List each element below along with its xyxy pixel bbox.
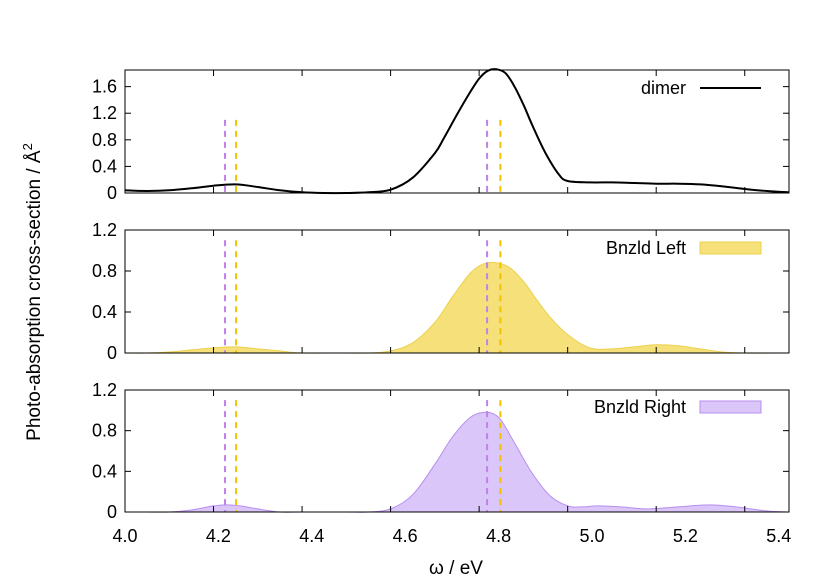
y-tick-label: 1.2: [92, 380, 117, 400]
y-tick-label: 0.8: [92, 261, 117, 281]
y-tick-label: 0: [107, 343, 117, 363]
y-tick-label: 0.4: [92, 302, 117, 322]
plot-frame: [124, 389, 790, 513]
series-area: [125, 262, 789, 354]
y-tick-label: 1.2: [92, 103, 117, 123]
x-tick-label: 4.0: [112, 526, 137, 546]
x-tick-label: 4.8: [486, 526, 511, 546]
legend-swatch: [699, 241, 762, 255]
x-tick-label: 4.2: [206, 526, 231, 546]
y-tick-label: 0: [107, 183, 117, 203]
panel-2: 0 0.4 0.8 1.2 Bnzld Left: [92, 220, 790, 363]
y-tick-label: 1.6: [92, 77, 117, 97]
y-tick-label: 1.2: [92, 220, 117, 240]
x-tick-labels: 4.0 4.2 4.4 4.6 4.8 5.0 5.2 5.4: [112, 526, 791, 546]
y-tick-label: 0: [107, 502, 117, 522]
plot-frame: [124, 229, 790, 354]
x-tick-label: 5.4: [766, 526, 791, 546]
series-line: [124, 68, 790, 195]
x-tick-label: 5.0: [579, 526, 604, 546]
y-tick-label: 0.4: [92, 156, 117, 176]
y-axis-label: Photo-absorption cross-section / Å2: [20, 143, 45, 441]
legend-label: Bnzld Left: [606, 238, 686, 258]
series-outline: [124, 261, 790, 354]
x-tick-label: 5.2: [673, 526, 698, 546]
y-tick-label: 0.8: [92, 421, 117, 441]
legend-label: Bnzld Right: [594, 397, 686, 417]
plot-frame: [124, 69, 790, 194]
x-tick-label: 4.4: [299, 526, 324, 546]
y-tick-label: 0.8: [92, 130, 117, 150]
y-axis-label-superscript: 2: [20, 143, 35, 150]
legend-swatch: [699, 400, 762, 414]
y-tick-label: 0.4: [92, 461, 117, 481]
panel-1: 0 0.4 0.8 1.2 1.6 dimer: [92, 68, 790, 203]
panel-3: 0 0.4 0.8 1.2 Bnzld Right: [92, 380, 790, 522]
x-axis-label: ω / eV: [429, 558, 483, 579]
series-area: [125, 412, 789, 513]
y-axis-label-text: Photo-absorption cross-section / Å: [24, 150, 45, 441]
legend-label: dimer: [641, 78, 686, 98]
x-tick-label: 4.6: [393, 526, 418, 546]
series-outline: [124, 411, 790, 513]
